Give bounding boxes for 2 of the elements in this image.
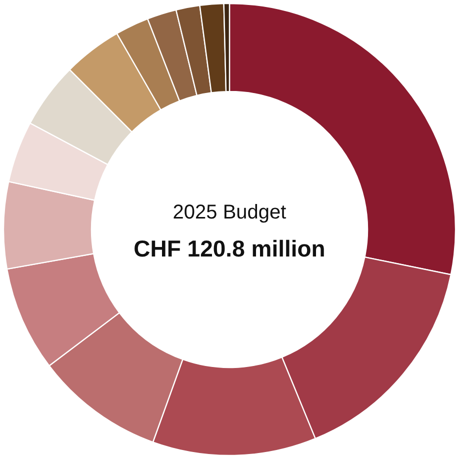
text: 2025 Budget (172, 202, 287, 224)
text: CHF 120.8 million (134, 236, 326, 262)
